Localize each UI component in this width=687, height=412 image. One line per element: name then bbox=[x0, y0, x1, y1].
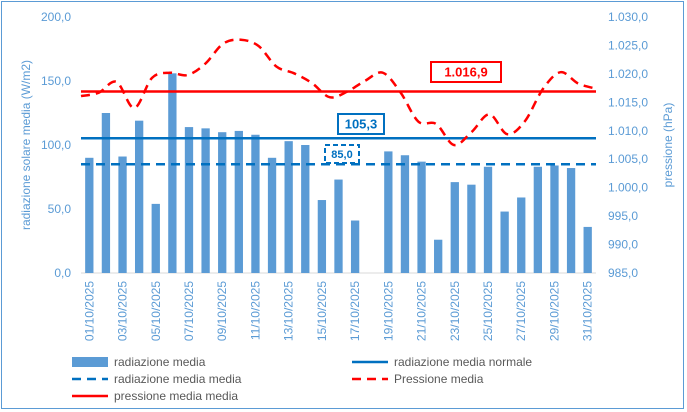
y-left-axis-title: radiazione solare media (W/m2) bbox=[19, 60, 33, 230]
radiation-bar bbox=[566, 168, 576, 273]
radiation-bar bbox=[450, 182, 459, 273]
x-tick-label: 11/10/2025 bbox=[248, 281, 262, 340]
radiation-bar bbox=[317, 200, 327, 273]
x-tick-label: 01/10/2025 bbox=[82, 281, 96, 341]
x-tick-label: 29/10/2025 bbox=[547, 281, 561, 341]
legend-label: radiazione media normale bbox=[394, 355, 532, 369]
radiation-bar bbox=[267, 157, 277, 273]
radiation-bar bbox=[218, 132, 227, 273]
radiazione-media-normale-label-text: 105,3 bbox=[345, 117, 378, 132]
pressione-media-line bbox=[80, 38, 597, 147]
radiation-bar bbox=[350, 220, 360, 273]
radiation-bar bbox=[483, 166, 493, 273]
radiation-bar bbox=[434, 239, 443, 273]
radiation-bar bbox=[184, 127, 194, 273]
x-tick-label: 05/10/2025 bbox=[149, 281, 163, 341]
radiation-bar bbox=[583, 226, 592, 273]
x-tick-label: 07/10/2025 bbox=[182, 281, 196, 341]
radiation-bar bbox=[234, 130, 243, 273]
radiazione-media-media-label-box bbox=[324, 144, 360, 164]
legend-label: Pressione media bbox=[394, 372, 484, 386]
radiation-bar bbox=[101, 113, 111, 273]
y-right-tick-label: 1.010,0 bbox=[608, 124, 648, 138]
radiazione-media-normale-label: 105,3 bbox=[337, 113, 385, 135]
radiation-bar bbox=[550, 165, 559, 273]
x-tick-label: 17/10/2025 bbox=[348, 281, 362, 341]
y-left-tick-label: 50,0 bbox=[48, 202, 72, 216]
radiation-bar bbox=[533, 166, 543, 273]
y-right-tick-label: 1.020,0 bbox=[608, 67, 648, 81]
radiation-bar bbox=[201, 128, 210, 273]
x-tick-label: 25/10/2025 bbox=[481, 281, 495, 341]
y-left-tick-label: 150,0 bbox=[41, 74, 71, 88]
radiation-bar bbox=[118, 156, 127, 273]
radiation-bar bbox=[134, 120, 144, 274]
radiation-bar bbox=[85, 157, 94, 273]
x-tick-label: 15/10/2025 bbox=[315, 281, 329, 341]
x-tick-label: 13/10/2025 bbox=[282, 281, 296, 341]
radiazione-media-media-label-text: 85,0 bbox=[331, 149, 352, 161]
legend-label: pressione media media bbox=[114, 389, 238, 403]
radiation-bar bbox=[151, 203, 160, 273]
x-tick-label: 19/10/2025 bbox=[381, 281, 395, 341]
y-right-axis-title: pressione (hPa) bbox=[661, 103, 675, 188]
pressione-media-media-label-text: 1.016,9 bbox=[444, 65, 487, 80]
radiation-bar bbox=[251, 134, 260, 273]
radiazione-media-normale-label-box bbox=[337, 113, 385, 135]
legend-swatch-bar bbox=[72, 357, 108, 367]
y-right-tick-label: 985,0 bbox=[608, 266, 638, 280]
x-tick-label: 21/10/2025 bbox=[415, 281, 429, 341]
radiation-bar bbox=[517, 197, 526, 273]
y-right-tick-label: 1.025,0 bbox=[608, 38, 648, 52]
radiation-bar bbox=[301, 145, 310, 273]
x-tick-label: 31/10/2025 bbox=[581, 281, 595, 341]
y-right-tick-label: 1.030,0 bbox=[608, 10, 648, 24]
radiation-bar bbox=[400, 155, 410, 273]
pressione-media-media-label: 1.016,9 bbox=[430, 61, 502, 83]
radiazione-media-media-label: 85,0 bbox=[324, 144, 360, 164]
radiation-bar bbox=[168, 73, 177, 273]
y-left-tick-label: 200,0 bbox=[41, 10, 71, 24]
radiation-bar bbox=[334, 179, 343, 273]
y-right-tick-label: 1.000,0 bbox=[608, 181, 648, 195]
y-right-tick-label: 995,0 bbox=[608, 209, 638, 223]
y-right-tick-label: 990,0 bbox=[608, 238, 638, 252]
radiation-bar bbox=[417, 161, 426, 273]
radiation-bar bbox=[500, 211, 509, 273]
legend-label: radiazione media bbox=[114, 355, 206, 369]
radiation-bar bbox=[284, 141, 293, 273]
y-right-tick-label: 1.005,0 bbox=[608, 152, 648, 166]
y-left-tick-label: 0,0 bbox=[54, 266, 71, 280]
y-right-tick-label: 1.015,0 bbox=[608, 95, 648, 109]
radiation-bar bbox=[467, 184, 476, 273]
x-tick-label: 09/10/2025 bbox=[215, 281, 229, 341]
pressione-media-media-label-box bbox=[430, 61, 502, 83]
radiation-bar bbox=[384, 151, 393, 273]
x-tick-label: 23/10/2025 bbox=[448, 281, 462, 341]
x-tick-label: 03/10/2025 bbox=[116, 281, 130, 341]
x-tick-label: 27/10/2025 bbox=[514, 281, 528, 341]
legend-label: radiazione media media bbox=[114, 372, 242, 386]
y-left-tick-label: 100,0 bbox=[41, 138, 71, 152]
